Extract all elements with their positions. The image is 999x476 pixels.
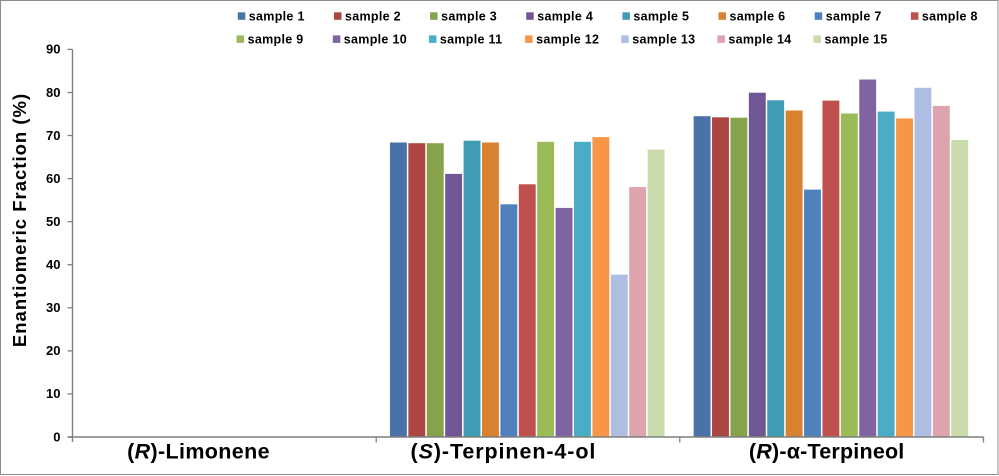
svg-text:sample 3: sample 3	[441, 9, 497, 23]
svg-text:20: 20	[46, 343, 60, 358]
svg-text:(R)-Limonene: (R)-Limonene	[127, 440, 270, 464]
svg-text:80: 80	[46, 85, 60, 100]
svg-text:40: 40	[46, 257, 60, 272]
svg-text:sample 5: sample 5	[633, 9, 689, 23]
svg-text:60: 60	[46, 171, 60, 186]
svg-text:sample 11: sample 11	[440, 32, 502, 46]
svg-text:sample 9: sample 9	[248, 32, 304, 46]
svg-text:sample 4: sample 4	[537, 9, 593, 23]
svg-text:10: 10	[46, 386, 60, 401]
svg-text:sample 13: sample 13	[632, 32, 695, 46]
svg-text:sample 7: sample 7	[826, 9, 882, 23]
svg-text:50: 50	[46, 214, 60, 229]
svg-text:0: 0	[53, 429, 60, 444]
svg-text:sample 10: sample 10	[344, 32, 407, 46]
svg-text:sample 6: sample 6	[730, 9, 786, 23]
svg-text:30: 30	[46, 300, 60, 315]
svg-text:sample 8: sample 8	[922, 9, 978, 23]
svg-text:(S)-Terpinen-4-ol: (S)-Terpinen-4-ol	[411, 440, 597, 464]
svg-text:sample 1: sample 1	[249, 9, 305, 23]
svg-text:70: 70	[46, 128, 60, 143]
svg-text:90: 90	[46, 42, 60, 57]
svg-text:sample 12: sample 12	[536, 32, 599, 46]
svg-text:sample 14: sample 14	[728, 32, 791, 46]
svg-text:sample 15: sample 15	[825, 32, 888, 46]
svg-text:sample 2: sample 2	[345, 9, 401, 23]
svg-text:(R)-α-Terpineol: (R)-α-Terpineol	[749, 440, 905, 464]
svg-text:Enantiomeric Fraction (%): Enantiomeric Fraction (%)	[9, 93, 30, 347]
